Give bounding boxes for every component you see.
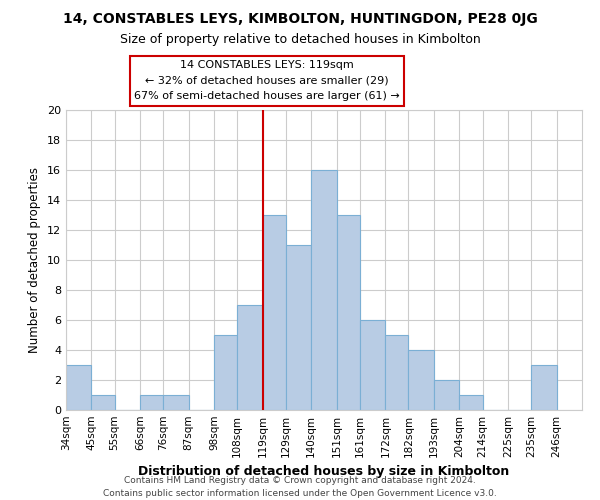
Text: 14 CONSTABLES LEYS: 119sqm
← 32% of detached houses are smaller (29)
67% of semi: 14 CONSTABLES LEYS: 119sqm ← 32% of deta… [134,60,400,101]
Bar [140,395,163,410]
Text: 14, CONSTABLES LEYS, KIMBOLTON, HUNTINGDON, PE28 0JG: 14, CONSTABLES LEYS, KIMBOLTON, HUNTINGD… [62,12,538,26]
Bar [237,305,263,410]
Bar [66,365,91,410]
Bar [385,335,409,410]
Bar [337,215,360,410]
Text: Contains HM Land Registry data © Crown copyright and database right 2024.
Contai: Contains HM Land Registry data © Crown c… [103,476,497,498]
Bar [286,245,311,410]
Bar [163,395,188,410]
Bar [214,335,237,410]
Y-axis label: Number of detached properties: Number of detached properties [28,167,41,353]
Bar [263,215,286,410]
Bar [531,365,557,410]
Text: Size of property relative to detached houses in Kimbolton: Size of property relative to detached ho… [119,32,481,46]
Bar [91,395,115,410]
X-axis label: Distribution of detached houses by size in Kimbolton: Distribution of detached houses by size … [139,466,509,478]
Bar [360,320,385,410]
Bar [311,170,337,410]
Bar [409,350,434,410]
Bar [460,395,482,410]
Bar [434,380,460,410]
